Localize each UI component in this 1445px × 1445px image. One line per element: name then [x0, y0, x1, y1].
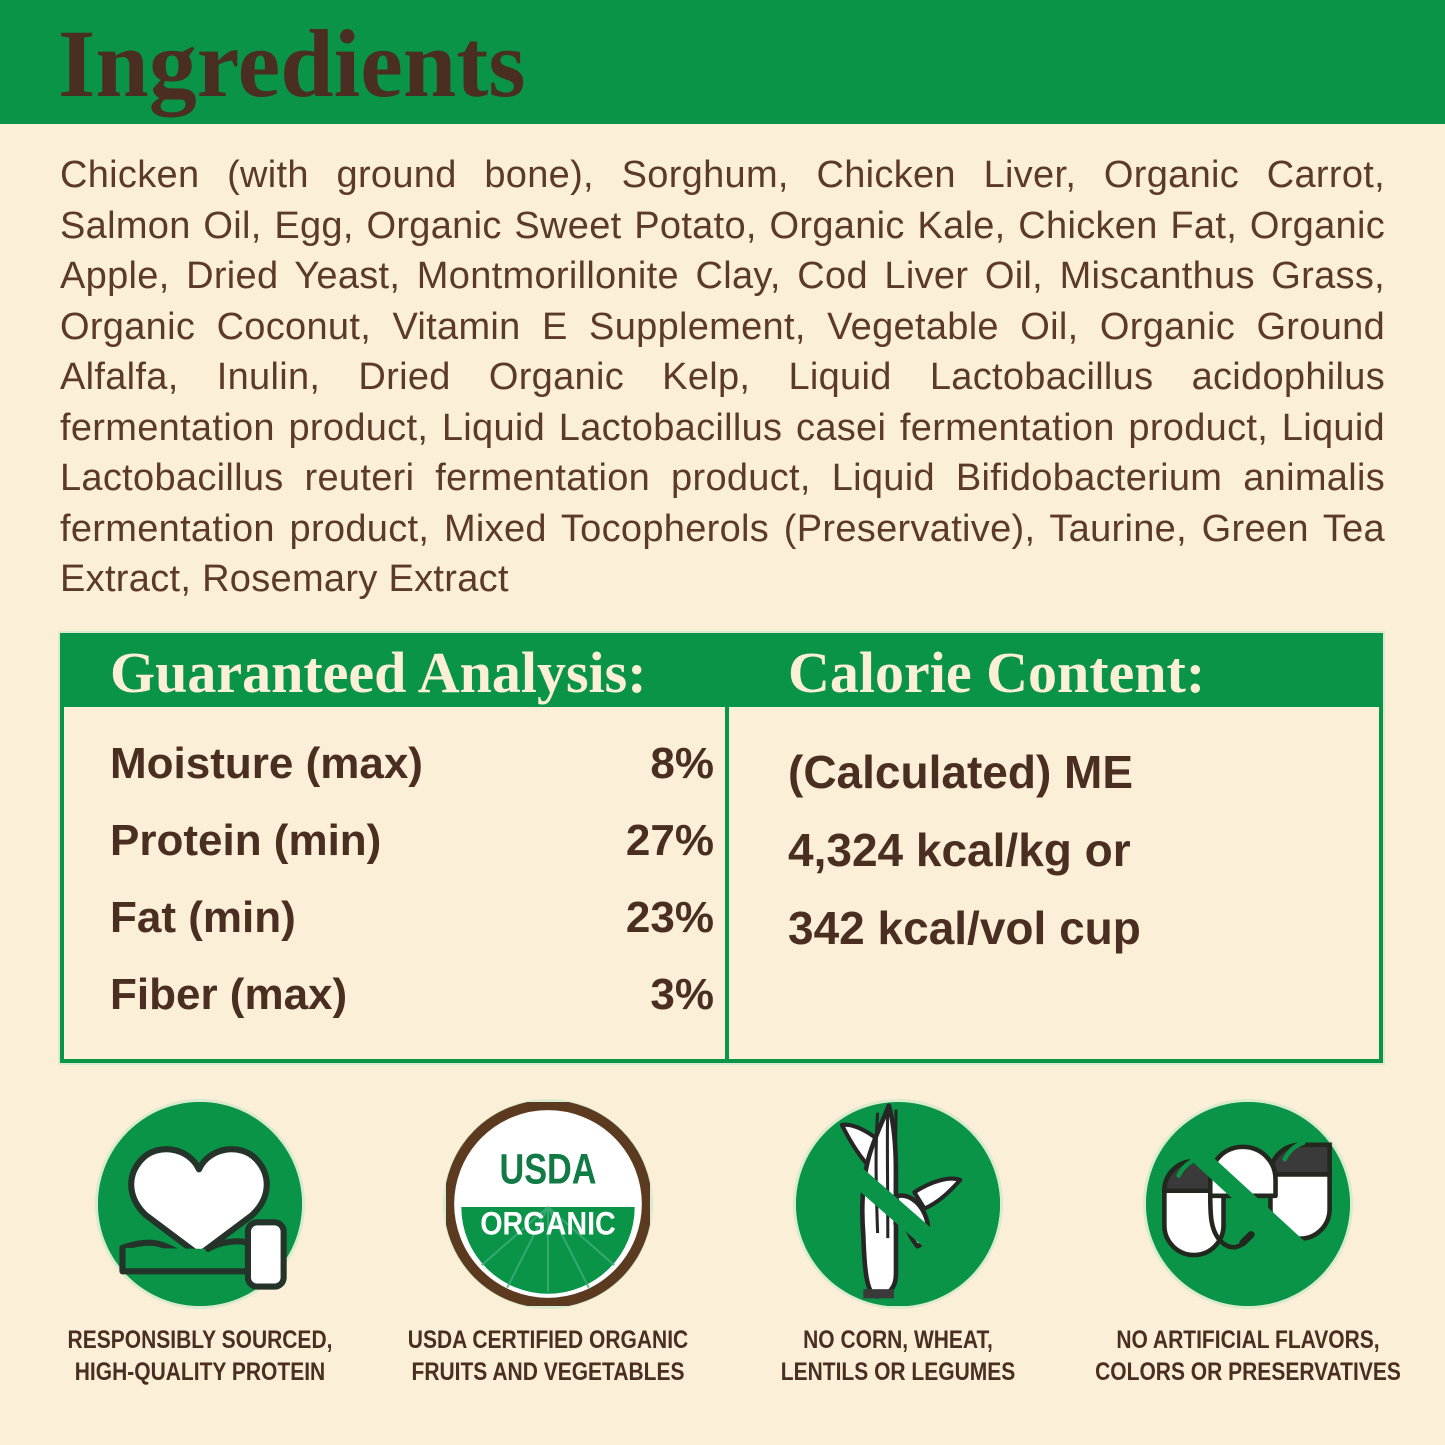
svg-text:ORGANIC: ORGANIC: [480, 1205, 616, 1242]
svg-text:USDA: USDA: [499, 1146, 596, 1193]
